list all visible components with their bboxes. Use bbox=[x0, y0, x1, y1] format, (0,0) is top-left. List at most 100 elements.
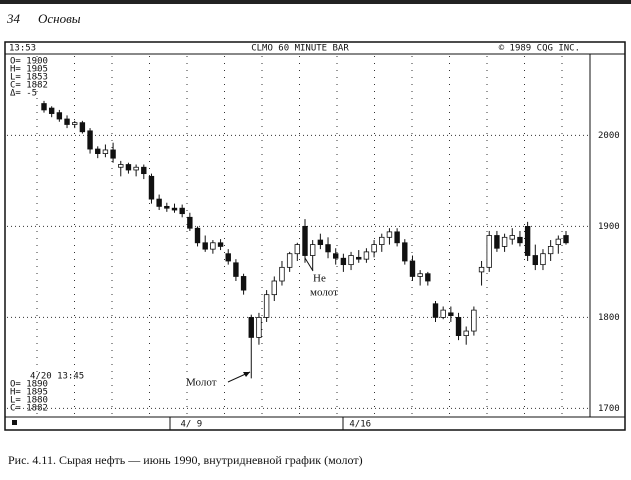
candle-body bbox=[240, 276, 247, 291]
top-rule bbox=[0, 0, 631, 4]
candle-body bbox=[110, 149, 116, 159]
candle-body bbox=[509, 235, 515, 240]
candle-body bbox=[294, 244, 301, 255]
candle-body bbox=[233, 262, 239, 277]
info-line: L= 1853 bbox=[10, 73, 48, 83]
candle-body bbox=[271, 280, 277, 296]
candle-body bbox=[379, 236, 385, 246]
candle-body bbox=[286, 253, 293, 268]
candle-body bbox=[386, 231, 393, 238]
candle-body bbox=[87, 130, 93, 150]
info-line: L= 1880 bbox=[10, 396, 48, 406]
candle-body bbox=[148, 175, 155, 200]
arrow bbox=[304, 257, 314, 272]
candle-body bbox=[263, 294, 270, 318]
candle-body bbox=[202, 242, 208, 250]
candle-body bbox=[141, 166, 147, 175]
candle-body bbox=[471, 309, 477, 332]
candle-body bbox=[463, 330, 469, 336]
candle-body bbox=[325, 244, 331, 253]
candle-body bbox=[125, 164, 132, 171]
candle-body bbox=[225, 253, 231, 262]
candle-body bbox=[333, 253, 339, 259]
annotation: Не bbox=[313, 273, 326, 285]
caption: Рис. 4.11. Сырая нефть — июнь 1990, внут… bbox=[8, 453, 363, 467]
copyright: © 1989 CQG INC. bbox=[499, 44, 580, 54]
candle-body bbox=[102, 149, 109, 155]
candle-body bbox=[547, 246, 554, 255]
candle-body bbox=[486, 235, 492, 268]
candle-body bbox=[64, 118, 70, 125]
candle-body bbox=[133, 166, 139, 171]
candle-body bbox=[95, 148, 101, 155]
candle-body bbox=[494, 235, 500, 249]
info-line: C= 1882 bbox=[10, 81, 48, 91]
info-line: C= 1882 bbox=[10, 404, 48, 414]
candle-body bbox=[563, 235, 569, 244]
candle-body bbox=[440, 309, 446, 318]
candle-body bbox=[72, 122, 78, 125]
chart-frame bbox=[4, 41, 626, 431]
candle-body bbox=[532, 255, 538, 266]
candle-body bbox=[279, 266, 285, 282]
section-name: Основы bbox=[38, 11, 81, 26]
candle-body bbox=[217, 242, 224, 247]
candle-body bbox=[417, 273, 423, 277]
info-line: 4/20 13:45 bbox=[30, 372, 84, 382]
info-line: H= 1895 bbox=[10, 388, 48, 398]
candle-body bbox=[517, 236, 523, 244]
candle-body bbox=[194, 227, 201, 244]
candle-body bbox=[540, 253, 546, 266]
candle-body bbox=[302, 225, 308, 256]
info-line: Δ= -5 bbox=[10, 89, 37, 99]
candle-body bbox=[340, 257, 347, 266]
candle-body bbox=[348, 255, 354, 266]
candle-body bbox=[356, 256, 362, 260]
candle-body bbox=[524, 225, 531, 256]
candle-body bbox=[432, 303, 439, 318]
arrowhead bbox=[243, 372, 250, 377]
chart-title: CLMO 60 MINUTE BAR bbox=[251, 44, 349, 54]
candle-body bbox=[309, 244, 316, 256]
marker bbox=[12, 420, 17, 425]
y-tick-label: 1900 bbox=[598, 222, 620, 232]
candle-body bbox=[156, 198, 162, 207]
candle-body bbox=[317, 239, 324, 246]
candle-body bbox=[48, 107, 55, 114]
candle-body bbox=[118, 164, 124, 168]
x-tick-label: 4/16 bbox=[349, 420, 371, 430]
candle-body bbox=[79, 122, 86, 133]
candle-body bbox=[409, 260, 416, 277]
candle-body bbox=[210, 242, 216, 250]
candle-body bbox=[164, 205, 170, 209]
y-tick-label: 1800 bbox=[598, 313, 620, 323]
page-number: 34 bbox=[6, 11, 21, 26]
candle-body bbox=[256, 316, 262, 338]
candle-body bbox=[478, 266, 485, 273]
candle-body bbox=[455, 316, 462, 336]
candle-body bbox=[248, 316, 254, 338]
candle-body bbox=[394, 231, 400, 244]
x-tick-label: 4/ 9 bbox=[181, 420, 203, 430]
candle-body bbox=[501, 236, 508, 247]
annotation: молот bbox=[310, 287, 338, 299]
candle-body bbox=[402, 242, 408, 262]
time: 13:53 bbox=[9, 44, 36, 54]
candle-body bbox=[56, 112, 63, 120]
candle-body bbox=[448, 312, 454, 316]
candle-body bbox=[555, 238, 562, 245]
candle-body bbox=[425, 273, 431, 282]
info-line: H= 1905 bbox=[10, 65, 48, 75]
candle-body bbox=[179, 207, 185, 215]
y-tick-label: 1700 bbox=[598, 404, 620, 414]
candle-body bbox=[41, 103, 47, 111]
annotation: Молот bbox=[186, 377, 217, 389]
candle-body bbox=[187, 216, 193, 229]
candle-body bbox=[171, 207, 178, 211]
info-line: O= 1900 bbox=[10, 57, 48, 67]
candle-body bbox=[363, 251, 370, 260]
y-tick-label: 2000 bbox=[598, 131, 620, 141]
info-line: O= 1890 bbox=[10, 380, 48, 390]
